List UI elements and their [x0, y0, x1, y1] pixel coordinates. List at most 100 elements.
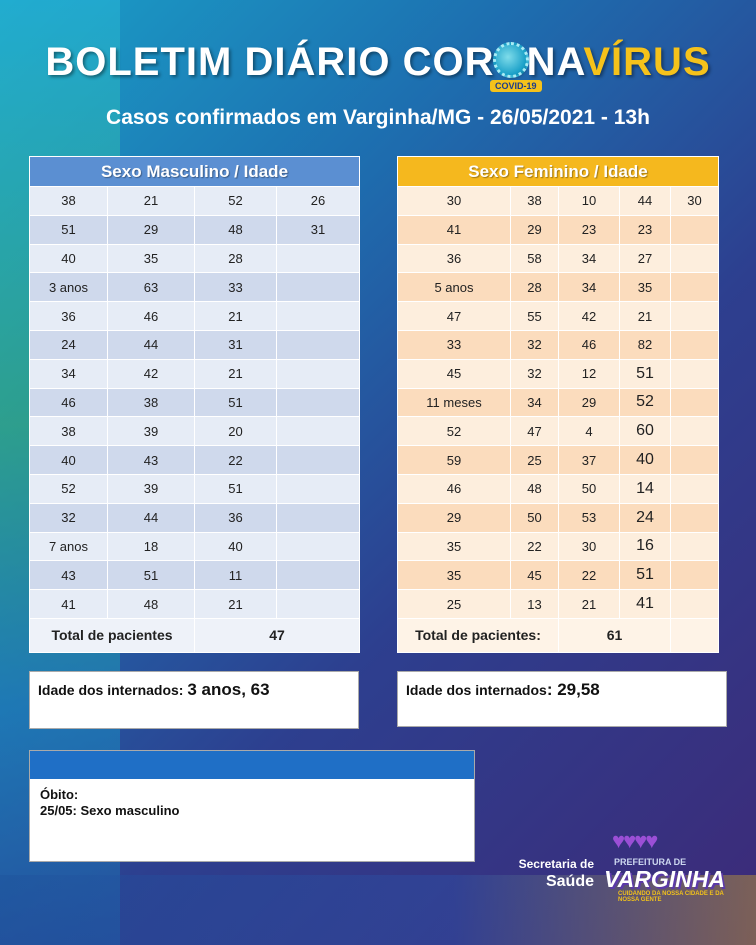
female-cell: 42: [558, 301, 620, 331]
female-cell: 58: [510, 243, 559, 274]
female-cell: 34: [510, 387, 559, 418]
male-cell: 7 anos: [29, 531, 108, 562]
female-row: 47 55 42 21: [397, 301, 720, 331]
male-total-value: 47: [194, 617, 360, 653]
female-cell: 44: [619, 186, 671, 216]
female-cell: 22: [510, 531, 559, 562]
male-cell: 52: [194, 186, 277, 216]
male-cell: 29: [107, 214, 195, 245]
logo-city: VARGINHA: [604, 866, 725, 892]
female-cell: 27: [619, 243, 671, 274]
male-row: 3 anos 63 33: [29, 272, 360, 303]
female-row: 25 13 21 41: [397, 589, 720, 619]
male-cell: 38: [107, 387, 195, 418]
female-cell: [669, 473, 720, 504]
female-cell: 46: [558, 329, 620, 360]
female-cell: 51: [619, 560, 671, 591]
female-cell: 38: [510, 186, 559, 216]
male-cell: 48: [194, 214, 277, 245]
female-cell: 45: [397, 358, 511, 389]
female-cell: 34: [558, 243, 620, 274]
male-cell: 21: [194, 301, 277, 331]
male-cell: [276, 502, 360, 533]
female-cell: [669, 560, 720, 591]
death-box: Óbito: 25/05: Sexo masculino: [29, 750, 475, 862]
female-cell: 32: [510, 329, 559, 360]
male-cell: 11: [194, 560, 277, 591]
male-cell: 63: [107, 272, 195, 303]
female-cell: 23: [619, 214, 671, 245]
female-cell: 21: [558, 589, 620, 619]
female-cell: 35: [397, 560, 511, 591]
female-cell: 41: [397, 214, 511, 245]
female-cell: 21: [619, 301, 671, 331]
male-cell: 31: [194, 329, 277, 360]
male-row: 51 29 48 31: [29, 214, 360, 245]
female-cell: 50: [558, 473, 620, 504]
female-total-empty: [669, 617, 720, 653]
male-cell: 21: [194, 589, 277, 619]
logo-prefeitura: PREFEITURA DE: [614, 857, 687, 867]
male-cell: [276, 329, 360, 360]
female-row: 35 45 22 51: [397, 560, 720, 591]
male-cell: 24: [29, 329, 108, 360]
male-hospitalized-box: Idade dos internados: 3 anos, 63: [29, 671, 359, 729]
title-main: BOLETIM DIÁRIO CORONA: [45, 40, 584, 84]
male-total-label: Total de pacientes: [29, 617, 195, 653]
female-cell: [669, 416, 720, 447]
female-row: 45 32 12 51: [397, 358, 720, 389]
female-row: 5 anos 28 34 35: [397, 272, 720, 303]
female-cell: 59: [397, 445, 511, 475]
male-age-table: Sexo Masculino / Idade 38 21 52 26 51 29 48 31 4…: [29, 156, 360, 653]
female-cell: 40: [619, 445, 671, 475]
female-cell: 30: [397, 186, 511, 216]
male-row: 34 42 21: [29, 358, 360, 389]
female-age-table: Sexo Feminino / Idade 30 38 10 44 30 41 29 23 23…: [396, 156, 720, 653]
female-cell: 45: [510, 560, 559, 591]
female-cell: 50: [510, 502, 559, 533]
female-cell: [669, 445, 720, 475]
female-hospitalized-value: : 29,58: [546, 680, 600, 699]
female-cell: 30: [669, 186, 720, 216]
male-row: 36 46 21: [29, 301, 360, 331]
female-cell: 14: [619, 473, 671, 504]
death-entry: 25/05: Sexo masculino: [40, 803, 180, 818]
female-cell: 35: [619, 272, 671, 303]
secretaria-label: Secretaria de Saúde: [514, 856, 594, 890]
male-cell: 35: [107, 243, 195, 274]
male-cell: 38: [29, 416, 108, 447]
background-bottom-gradient: [0, 875, 756, 945]
female-cell: 41: [619, 589, 671, 619]
male-cell: 3 anos: [29, 272, 108, 303]
male-total-row: Total de pacientes 47: [29, 617, 360, 653]
male-cell: 38: [29, 186, 108, 216]
male-cell: [276, 416, 360, 447]
male-cell: 26: [276, 186, 360, 216]
male-cell: 51: [29, 214, 108, 245]
male-cell: 36: [29, 301, 108, 331]
female-cell: 30: [558, 531, 620, 562]
female-cell: [669, 301, 720, 331]
male-cell: 22: [194, 445, 277, 475]
male-row: 38 39 20: [29, 416, 360, 447]
female-cell: 52: [619, 387, 671, 418]
female-cell: 4: [558, 416, 620, 447]
death-title: Óbito:: [40, 787, 79, 802]
virus-icon: [493, 42, 529, 78]
male-cell: 39: [107, 416, 195, 447]
covid-tag: COVID-19: [490, 80, 542, 92]
female-cell: 25: [397, 589, 511, 619]
female-row: 41 29 23 23: [397, 214, 720, 245]
male-hospitalized-label: Idade dos internados:: [38, 682, 188, 698]
male-cell: [276, 473, 360, 504]
female-cell: 33: [397, 329, 511, 360]
male-cell: 43: [29, 560, 108, 591]
male-cell: 21: [107, 186, 195, 216]
female-row: 59 25 37 40: [397, 445, 720, 475]
female-cell: 37: [558, 445, 620, 475]
female-cell: 29: [397, 502, 511, 533]
female-cell: 60: [619, 416, 671, 447]
female-row: 46 48 50 14: [397, 473, 720, 504]
male-cell: 40: [29, 243, 108, 274]
male-cell: 33: [194, 272, 277, 303]
